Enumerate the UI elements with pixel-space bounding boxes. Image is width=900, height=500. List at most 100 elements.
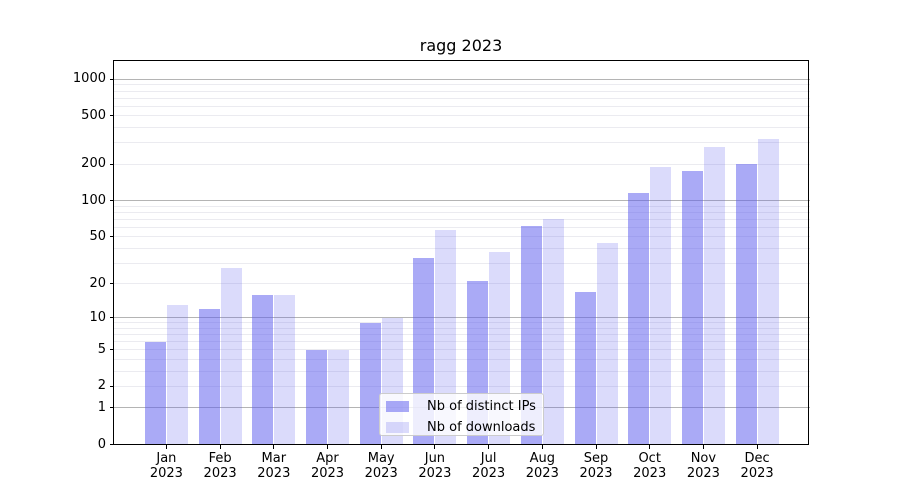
x-tick [380, 445, 382, 449]
bar-downloads-sep [596, 243, 618, 445]
gridline-minor [113, 115, 810, 117]
x-tick [595, 445, 597, 449]
gridline-minor [113, 358, 810, 360]
x-tick-year: 2023 [579, 466, 613, 481]
bar-distinct-ips-oct [628, 193, 650, 445]
y-tick [109, 444, 114, 445]
y-tick [109, 317, 114, 319]
y-tick-label: 0 [97, 436, 106, 452]
legend-label-downloads: Nb of downloads [427, 420, 536, 435]
bar-distinct-ips-mar [252, 294, 274, 445]
y-tick-label: 50 [89, 228, 106, 244]
y-tick [109, 407, 114, 409]
x-tick-year: 2023 [149, 466, 183, 481]
gridline-minor [113, 218, 810, 220]
x-tick-month: Feb [208, 451, 232, 466]
gridline-minor [113, 90, 810, 92]
gridline-minor [113, 327, 810, 329]
y-tick-label: 500 [81, 107, 106, 123]
x-tick-year: 2023 [203, 466, 237, 481]
legend-label-distinct-ips: Nb of distinct IPs [427, 399, 536, 414]
gridline-minor [113, 211, 810, 213]
gridline-minor [113, 341, 810, 343]
x-tick-year: 2023 [472, 466, 506, 481]
bar-downloads-dec [757, 139, 779, 445]
x-tick-label-feb: Feb 2023 [190, 451, 250, 481]
x-tick-label-may: May 2023 [351, 451, 411, 481]
x-tick-year: 2023 [525, 466, 559, 481]
gridline-minor [113, 283, 810, 285]
x-tick-label-apr: Apr 2023 [298, 451, 358, 481]
x-tick-month: Sep [583, 451, 609, 466]
gridline-minor [113, 127, 810, 129]
gridline-minor [113, 226, 810, 228]
gridline-minor [113, 142, 810, 144]
y-tick [109, 236, 114, 238]
x-tick-year: 2023 [740, 466, 774, 481]
gridline-minor [113, 349, 810, 351]
x-tick [165, 445, 167, 449]
y-tick-label: 1000 [72, 71, 106, 87]
x-tick [702, 445, 704, 449]
x-tick-year: 2023 [310, 466, 345, 481]
x-tick [273, 445, 275, 449]
x-tick-year: 2023 [633, 466, 667, 481]
y-tick [109, 163, 114, 165]
x-tick-year: 2023 [686, 466, 720, 481]
bar-distinct-ips-nov [681, 171, 703, 445]
y-tick [109, 283, 114, 285]
x-tick-label-jan: Jan 2023 [136, 451, 196, 481]
gridline-minor [113, 205, 810, 207]
x-tick [327, 445, 328, 449]
y-tick [109, 385, 114, 387]
chart-title: ragg 2023 [419, 36, 503, 55]
bar-distinct-ips-dec [735, 164, 757, 445]
x-tick [488, 445, 490, 449]
bar-distinct-ips-sep [574, 291, 596, 445]
bar-downloads-oct [650, 166, 672, 445]
x-tick [541, 445, 543, 449]
y-tick-label: 200 [81, 156, 106, 172]
y-tick-label: 10 [89, 309, 106, 325]
x-tick-month: Oct [638, 451, 661, 466]
y-tick [109, 115, 114, 117]
bar-distinct-ips-may [359, 322, 381, 445]
gridline-minor [113, 370, 810, 372]
x-tick-label-sep: Sep 2023 [566, 451, 626, 481]
bar-downloads-jun [435, 229, 457, 445]
bar-downloads-nov [703, 146, 725, 445]
gridline-minor [113, 163, 810, 165]
bar-distinct-ips-jan [144, 341, 166, 445]
x-tick-year: 2023 [418, 466, 452, 481]
x-tick-month: Aug [529, 451, 555, 466]
legend: Nb of distinct IPs Nb of downloads [379, 393, 544, 436]
y-tick [109, 349, 114, 351]
gridline-minor [113, 334, 810, 336]
gridline-major [113, 78, 810, 80]
x-tick-month: Nov [690, 451, 717, 466]
bar-downloads-apr [328, 349, 349, 445]
bar-downloads-aug [542, 219, 564, 445]
gridline-minor [113, 97, 810, 99]
legend-swatch-downloads [386, 422, 409, 433]
x-tick-month: Mar [261, 451, 287, 466]
y-tick-label: 100 [81, 192, 106, 208]
gridline-minor [113, 84, 810, 86]
plot-area [113, 61, 810, 445]
bar-downloads-feb [220, 268, 242, 445]
x-tick-label-oct: Oct 2023 [620, 451, 680, 481]
gridline-minor [113, 322, 810, 324]
legend-swatch-distinct-ips [386, 401, 409, 412]
x-tick-month: Apr [316, 451, 339, 466]
x-tick-month: Jun [424, 451, 446, 466]
y-tick-label: 20 [89, 275, 106, 291]
gridline-minor [113, 262, 810, 264]
gridline-minor [113, 385, 810, 387]
x-tick [649, 445, 651, 449]
x-tick-label-jun: Jun 2023 [405, 451, 465, 481]
gridline-major [113, 317, 810, 319]
bar-distinct-ips-aug [520, 225, 542, 445]
x-tick-month: Dec [744, 451, 770, 466]
x-tick-label-jul: Jul 2023 [459, 451, 519, 481]
